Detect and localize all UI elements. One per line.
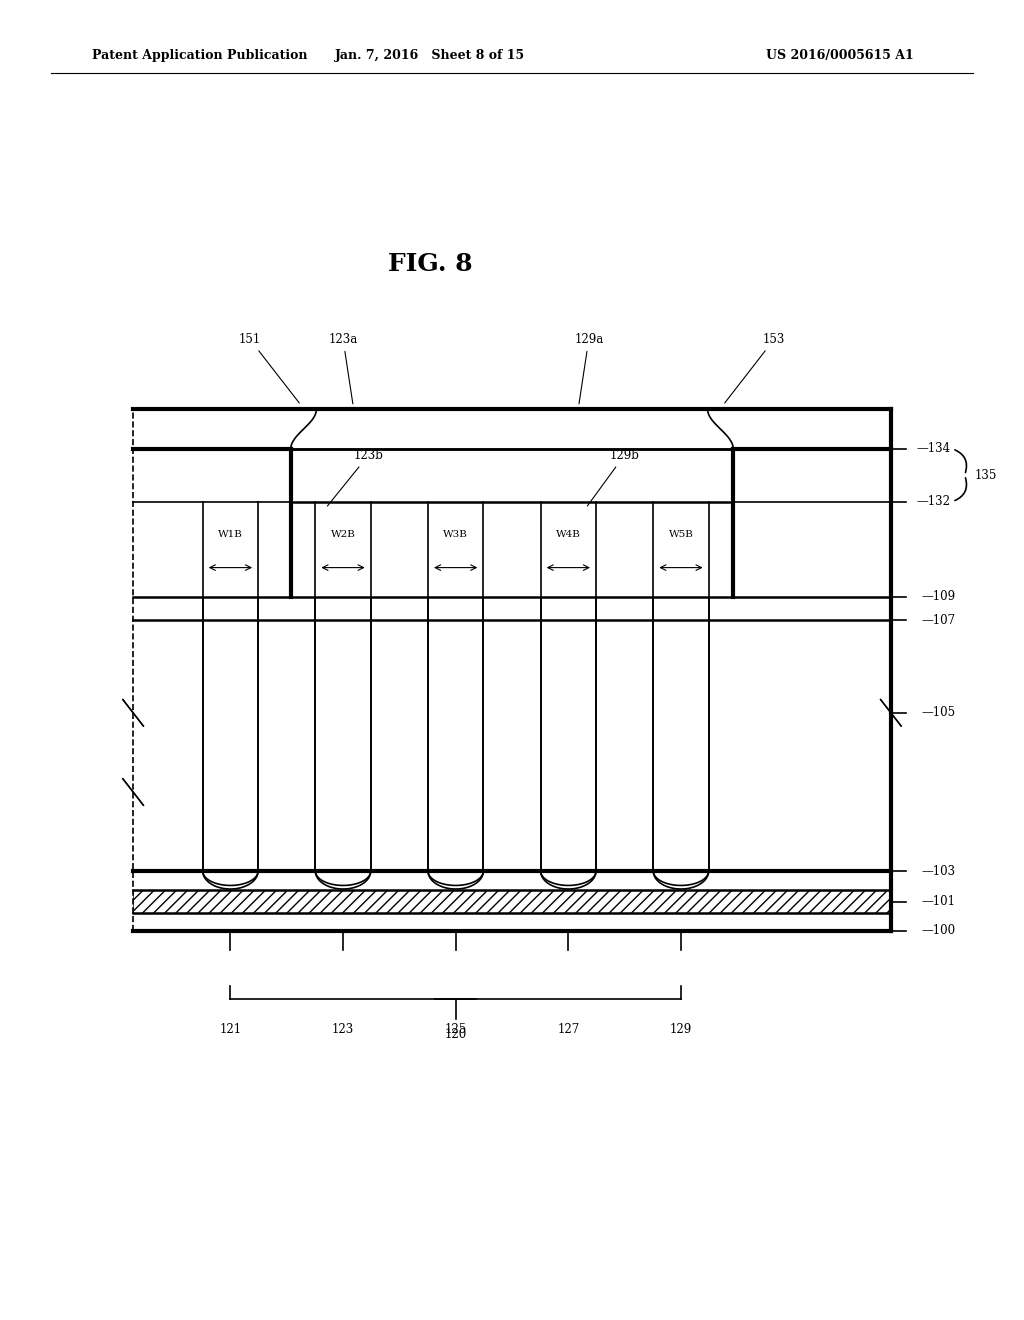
Text: —107: —107 (922, 614, 955, 627)
Text: —109: —109 (922, 590, 955, 603)
Text: 121: 121 (219, 1023, 242, 1036)
Text: 129a: 129a (574, 333, 603, 404)
Text: Patent Application Publication: Patent Application Publication (92, 49, 307, 62)
Text: —132: —132 (916, 495, 950, 508)
Text: 120: 120 (444, 1028, 467, 1041)
Text: 151: 151 (239, 333, 299, 403)
Text: 135: 135 (975, 469, 997, 482)
Text: —105: —105 (922, 706, 955, 719)
Text: US 2016/0005615 A1: US 2016/0005615 A1 (766, 49, 913, 62)
Text: 123a: 123a (329, 333, 357, 404)
Text: —101: —101 (922, 895, 955, 908)
Text: 123b: 123b (328, 449, 383, 506)
Text: W1B: W1B (218, 529, 243, 539)
Text: 153: 153 (725, 333, 785, 403)
Text: W2B: W2B (331, 529, 355, 539)
Text: 127: 127 (557, 1023, 580, 1036)
Text: 125: 125 (444, 1023, 467, 1036)
Text: —100: —100 (922, 924, 955, 937)
Text: FIG. 8: FIG. 8 (388, 252, 472, 276)
Text: 129: 129 (670, 1023, 692, 1036)
Text: W3B: W3B (443, 529, 468, 539)
Text: Jan. 7, 2016   Sheet 8 of 15: Jan. 7, 2016 Sheet 8 of 15 (335, 49, 525, 62)
Bar (133, 890, 891, 913)
Text: 123: 123 (332, 1023, 354, 1036)
Text: W5B: W5B (669, 529, 693, 539)
Text: 129b: 129b (588, 449, 639, 506)
Text: —134: —134 (916, 442, 950, 455)
Text: W4B: W4B (556, 529, 581, 539)
Text: —103: —103 (922, 865, 955, 878)
